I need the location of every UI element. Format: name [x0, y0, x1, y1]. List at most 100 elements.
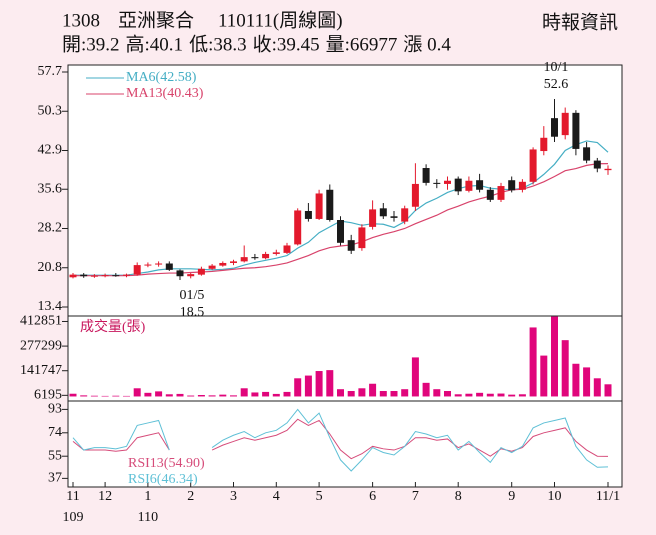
candle-body [369, 209, 377, 227]
candle-body [604, 168, 612, 171]
candle-body [176, 270, 184, 277]
chart-date: 110111(周線圖) [218, 9, 343, 31]
bar [90, 395, 98, 397]
y-tick-label: 37 [48, 471, 62, 486]
candle-body [561, 112, 569, 136]
bar [518, 394, 526, 397]
x-tick-label: 10 [548, 489, 562, 504]
bar [230, 395, 237, 397]
candle-body [433, 182, 441, 184]
candle-body [294, 210, 302, 245]
candle-body [337, 220, 344, 243]
x-tick-label: 9 [508, 489, 515, 504]
x-tick-label: 2 [187, 489, 194, 504]
legend-label: RSI13(54.90) [128, 456, 205, 471]
candle-body [208, 265, 216, 269]
stock-name: 亞洲聚合 [118, 9, 194, 31]
bar [433, 389, 441, 397]
x-tick-label: 4 [273, 489, 280, 504]
candle-body [155, 263, 163, 265]
candle-body [454, 178, 462, 192]
bar [80, 395, 88, 397]
line [72, 418, 609, 460]
bar [358, 388, 366, 397]
candle-body [101, 275, 109, 277]
legend-label: MA6(42.58) [126, 70, 197, 85]
candle-body [476, 180, 484, 190]
y-tick-label: 141747 [20, 363, 62, 378]
bar [337, 389, 344, 397]
x-tick-label: 11/1 [596, 489, 620, 504]
candle-body [304, 210, 312, 219]
x-tick-label: 11 [66, 489, 79, 504]
candle-body [262, 253, 270, 259]
bar [497, 393, 505, 397]
bar [326, 370, 334, 397]
candle-body [401, 208, 409, 222]
bar [540, 355, 548, 397]
candle-body [379, 208, 387, 217]
bar [219, 394, 227, 397]
annotation: 52.6 [544, 77, 569, 92]
bar [240, 388, 248, 397]
bar [551, 316, 558, 397]
candle-body [123, 274, 130, 276]
candle-body [540, 137, 548, 152]
bar [304, 375, 312, 397]
bar [69, 393, 77, 397]
x-tick-label: 6 [369, 489, 376, 504]
bar [176, 393, 184, 397]
legend-label: RSI6(46.34) [128, 472, 198, 487]
bar [454, 394, 462, 397]
y-tick-label: 412851 [20, 314, 62, 329]
candle-body [358, 227, 366, 249]
volume-title: 成交量(張) [80, 318, 146, 335]
candle-body [272, 252, 280, 254]
candle-body [347, 240, 355, 251]
bar [272, 393, 280, 397]
bar [101, 395, 109, 397]
bar [262, 391, 270, 397]
y-tick-label: 93 [48, 402, 62, 417]
line [72, 408, 609, 472]
annotation: 18.5 [180, 305, 205, 320]
bar [593, 378, 601, 397]
x-tick-label: 5 [316, 489, 323, 504]
y-tick-label: 57.7 [38, 64, 63, 79]
candle-body [80, 274, 88, 277]
candle-body [283, 245, 291, 253]
candle-body [187, 274, 195, 277]
candle-body [230, 261, 237, 263]
bar [144, 392, 152, 397]
candle-body [326, 189, 334, 221]
bar [379, 391, 387, 397]
y-tick-label: 6195 [34, 388, 62, 403]
stat: 高:40.1 [126, 33, 184, 55]
bar [476, 392, 484, 397]
candle-body [251, 257, 259, 259]
bar [486, 393, 494, 397]
bar [369, 383, 377, 397]
bar [208, 395, 216, 397]
candle-body [465, 180, 473, 191]
bar [251, 392, 259, 397]
bar [133, 388, 141, 397]
bar [411, 357, 419, 397]
x-tick-label: 7 [412, 489, 419, 504]
stats: 開:39.2 高:40.1 低:38.3 收:39.45 量:66977 漲 0.4 [62, 33, 451, 55]
y-tick-label: 42.9 [38, 143, 63, 158]
bar [155, 391, 163, 397]
bar [165, 394, 173, 397]
bar [112, 395, 120, 397]
y-tick-label: 20.8 [38, 260, 63, 275]
candle-body [411, 183, 419, 207]
plot-frame [67, 64, 623, 488]
bar [315, 371, 323, 397]
stat: 量:66977 [326, 34, 398, 55]
candle-body [444, 180, 451, 184]
candle-body [69, 274, 77, 278]
bar [390, 391, 398, 397]
bar [283, 391, 291, 397]
bar [422, 382, 430, 397]
